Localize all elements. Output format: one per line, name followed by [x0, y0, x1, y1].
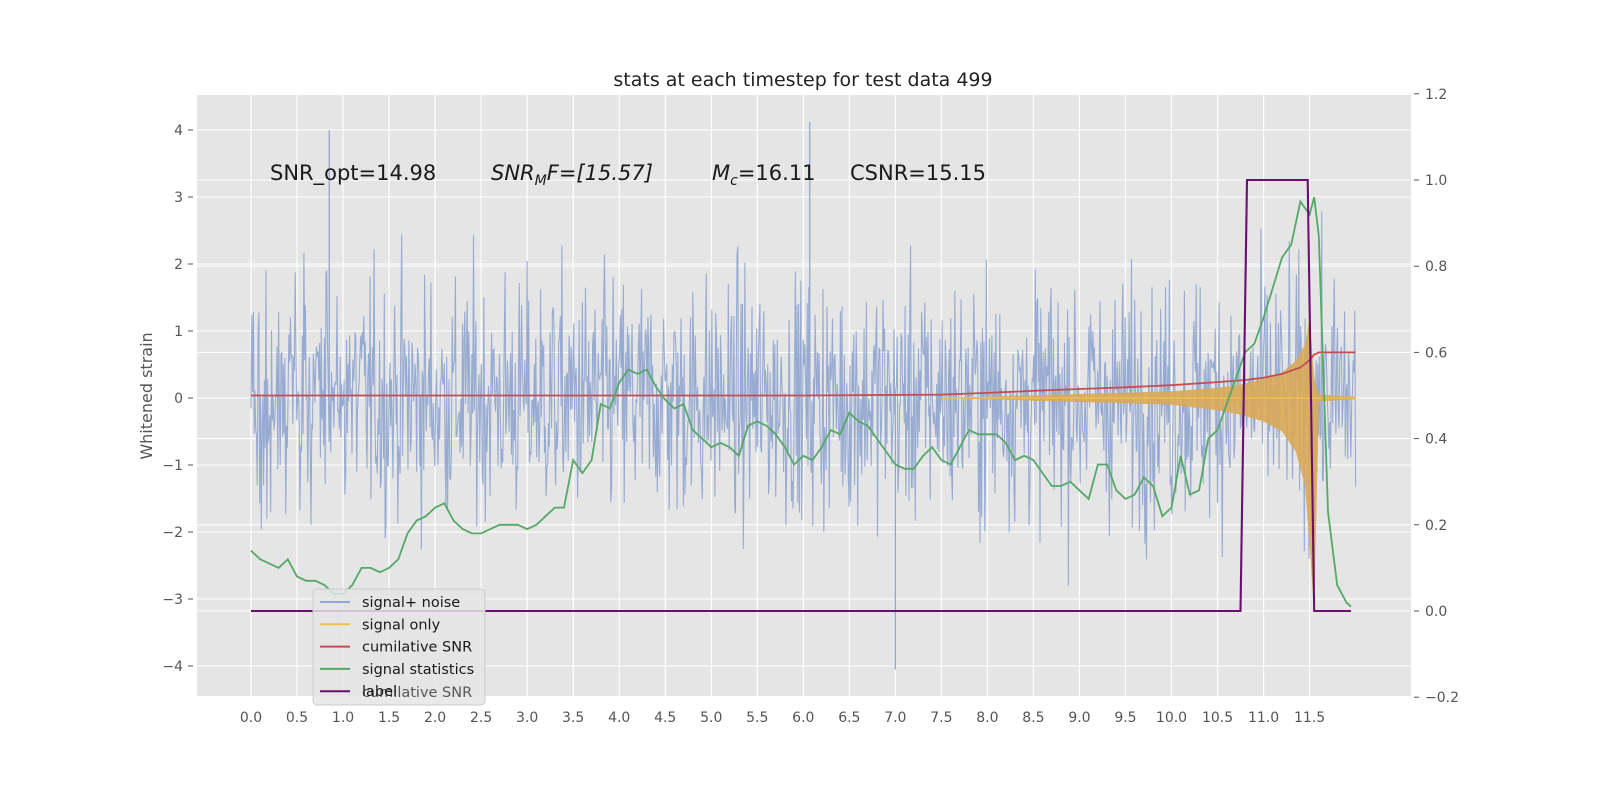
x-tick-label: 0.0	[240, 710, 262, 726]
y-axis-right: 1.2 1.0 0.8 0.6 0.4 0.2 0.0 −0.2	[1414, 87, 1459, 706]
x-tick-label: 10.0	[1156, 710, 1187, 726]
legend-label: signal+ noise	[362, 595, 460, 611]
annotation-text: SNRMF=[15.57]	[491, 161, 653, 189]
x-tick-label: 2.5	[470, 710, 492, 726]
y2-tick-label: 0.4	[1425, 432, 1447, 448]
y2-tick-label: −0.2	[1425, 690, 1459, 706]
legend-label: signal only	[362, 617, 441, 633]
y2-tick-label: 0.6	[1425, 345, 1447, 361]
x-tick-label: 10.5	[1202, 710, 1233, 726]
x-tick-label: 6.0	[792, 710, 814, 726]
y2-tick-label: 0.2	[1425, 518, 1447, 534]
x-tick-label: 7.0	[884, 710, 906, 726]
y-tick-label: −2	[162, 525, 183, 541]
x-tick-label: 11.5	[1294, 710, 1325, 726]
y-axis-left: 4 3 2 1 0 −1 −2 −3 −4	[162, 123, 193, 675]
series-signal-only-area	[941, 317, 1356, 613]
x-tick-label: 11.0	[1248, 710, 1279, 726]
y-tick-label: 0	[174, 391, 183, 407]
x-tick-label: 2.0	[424, 710, 446, 726]
x-tick-label: 4.5	[654, 710, 676, 726]
y-tick-label: −1	[162, 458, 183, 474]
y-tick-label: −3	[162, 592, 183, 608]
legend-ghost-text: cumilative SNR	[362, 685, 472, 701]
legend-box	[312, 588, 486, 706]
x-tick-label: 5.0	[700, 710, 722, 726]
y2-tick-label: 1.0	[1425, 173, 1447, 189]
x-tick-label: 9.5	[1114, 710, 1136, 726]
y-tick-label: 2	[174, 257, 183, 273]
y-tick-label: 1	[174, 324, 183, 340]
x-tick-label: 3.0	[516, 710, 538, 726]
annotation-text: SNR_opt=14.98	[270, 161, 436, 186]
y2-tick-label: 1.2	[1425, 87, 1447, 103]
series-signal-statistics	[250, 196, 1352, 608]
legend-label: label	[362, 684, 397, 700]
x-tick-label: 0.5	[286, 710, 308, 726]
x-tick-label: 7.5	[930, 710, 952, 726]
y2-tick-label: 0.8	[1425, 259, 1447, 275]
y-tick-label: 3	[174, 190, 183, 206]
y-tick-label: −4	[162, 659, 183, 675]
x-tick-label: 8.5	[1022, 710, 1044, 726]
x-tick-label: 9.0	[1068, 710, 1090, 726]
series-label	[251, 178, 1351, 613]
legend-label: cumilative SNR	[362, 640, 472, 656]
x-tick-label: 1.5	[378, 710, 400, 726]
x-tick-label: 3.5	[562, 710, 584, 726]
series-signal-noise	[250, 211, 1357, 586]
chart-title: stats at each timestep for test data 499	[613, 69, 992, 91]
y-axis-label: Whitened strain	[137, 332, 156, 459]
annotations: SNR_opt=14.98 SNRMF=[15.57] Mc=16.11 CSNR=1…	[270, 161, 986, 189]
y2-tick-label: 0.0	[1425, 604, 1447, 620]
x-axis: 0.0 0.5 1.0 1.5 2.0 2.5 3.0 3.5 4.0 4.5 5.0 5.5 6.0 6…	[240, 710, 1325, 726]
annotation-text: Mc=16.11	[712, 161, 816, 189]
data-layer	[250, 121, 1357, 670]
annotation-text: CSNR=15.15	[850, 161, 986, 185]
legend-label: signal statistics	[362, 662, 474, 678]
x-tick-label: 1.0	[332, 710, 354, 726]
x-tick-label: 8.0	[976, 710, 998, 726]
y-tick-label: 4	[174, 123, 183, 139]
x-tick-label: 6.5	[838, 710, 860, 726]
x-tick-label: 4.0	[608, 710, 630, 726]
x-tick-label: 5.5	[746, 710, 768, 726]
legend: cumilative SNR signal+ noise signal only cu…	[312, 588, 486, 706]
